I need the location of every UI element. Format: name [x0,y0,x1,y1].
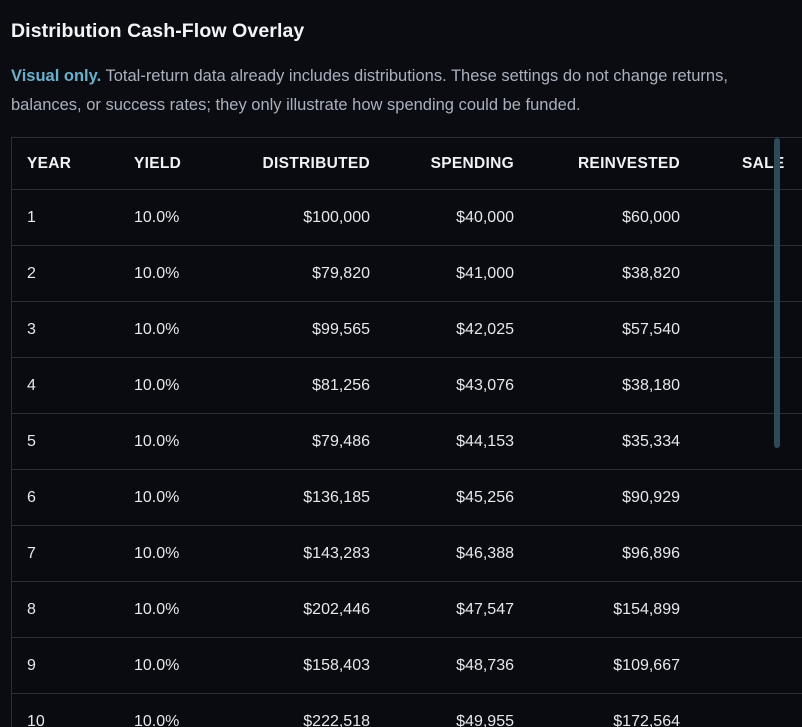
cell-sale [680,581,802,638]
cell-sale [680,245,802,302]
table-row: 1 10.0% $100,000 $40,000 $60,000 [12,189,802,246]
cell-distributed: $79,820 [228,245,370,302]
cell-yield: 10.0% [120,525,228,582]
table-row: 9 10.0% $158,403 $48,736 $109,667 [12,637,802,694]
cell-spending: $46,388 [370,525,514,582]
cell-reinvested: $96,896 [514,525,680,582]
cell-year: 1 [12,189,120,246]
disclaimer-lead: Visual only. [11,67,102,85]
header-reinvested: REINVESTED [514,138,680,190]
header-year: YEAR [12,138,120,190]
cell-sale [680,469,802,526]
cell-year: 7 [12,525,120,582]
cell-yield: 10.0% [120,357,228,414]
cell-yield: 10.0% [120,245,228,302]
cell-year: 6 [12,469,120,526]
cell-year: 2 [12,245,120,302]
cash-flow-table-container[interactable]: YEAR YIELD DISTRIBUTED SPENDING REINVEST… [11,137,802,727]
cell-sale [680,357,802,414]
cell-spending: $44,153 [370,413,514,470]
table-row: 8 10.0% $202,446 $47,547 $154,899 [12,581,802,638]
cell-distributed: $99,565 [228,301,370,358]
cell-year: 10 [12,693,120,727]
cell-distributed: $79,486 [228,413,370,470]
table-row: 5 10.0% $79,486 $44,153 $35,334 [12,413,802,470]
cell-spending: $42,025 [370,301,514,358]
cell-reinvested: $35,334 [514,413,680,470]
disclaimer-note: Visual only. Total-return data already i… [11,62,781,120]
cell-distributed: $202,446 [228,581,370,638]
cell-distributed: $143,283 [228,525,370,582]
cell-year: 3 [12,301,120,358]
cell-yield: 10.0% [120,581,228,638]
header-sale: SALE [680,138,802,190]
header-distributed: DISTRIBUTED [228,138,370,190]
cell-distributed: $158,403 [228,637,370,694]
disclaimer-text: Total-return data already includes distr… [11,67,728,114]
cell-yield: 10.0% [120,301,228,358]
cell-reinvested: $38,180 [514,357,680,414]
cell-spending: $41,000 [370,245,514,302]
cell-reinvested: $38,820 [514,245,680,302]
table-row: 4 10.0% $81,256 $43,076 $38,180 [12,357,802,414]
table-row: 10 10.0% $222,518 $49,955 $172,564 [12,693,802,727]
cell-reinvested: $109,667 [514,637,680,694]
table-row: 2 10.0% $79,820 $41,000 $38,820 [12,245,802,302]
header-yield: YIELD [120,138,228,190]
cell-reinvested: $154,899 [514,581,680,638]
cell-reinvested: $60,000 [514,189,680,246]
cell-sale [680,637,802,694]
cell-distributed: $81,256 [228,357,370,414]
cell-yield: 10.0% [120,693,228,727]
cell-yield: 10.0% [120,189,228,246]
cell-spending: $40,000 [370,189,514,246]
cell-year: 5 [12,413,120,470]
table-row: 3 10.0% $99,565 $42,025 $57,540 [12,301,802,358]
table-header-row: YEAR YIELD DISTRIBUTED SPENDING REINVEST… [12,138,802,190]
section-title: Distribution Cash-Flow Overlay [11,20,305,42]
table-row: 7 10.0% $143,283 $46,388 $96,896 [12,525,802,582]
cell-sale [680,525,802,582]
cell-yield: 10.0% [120,469,228,526]
cell-year: 8 [12,581,120,638]
cell-sale [680,413,802,470]
cell-yield: 10.0% [120,413,228,470]
cell-reinvested: $90,929 [514,469,680,526]
cell-reinvested: $57,540 [514,301,680,358]
cell-distributed: $222,518 [228,693,370,727]
header-spending: SPENDING [370,138,514,190]
table-scrollbar-thumb[interactable] [774,138,780,448]
cell-yield: 10.0% [120,637,228,694]
cell-spending: $43,076 [370,357,514,414]
cell-spending: $47,547 [370,581,514,638]
cell-sale [680,693,802,727]
table-row: 6 10.0% $136,185 $45,256 $90,929 [12,469,802,526]
cell-sale [680,301,802,358]
cell-spending: $45,256 [370,469,514,526]
cell-year: 4 [12,357,120,414]
cell-reinvested: $172,564 [514,693,680,727]
cell-year: 9 [12,637,120,694]
cell-sale [680,189,802,246]
cell-spending: $48,736 [370,637,514,694]
cash-flow-table: YEAR YIELD DISTRIBUTED SPENDING REINVEST… [12,138,802,727]
cell-distributed: $100,000 [228,189,370,246]
cell-distributed: $136,185 [228,469,370,526]
cell-spending: $49,955 [370,693,514,727]
